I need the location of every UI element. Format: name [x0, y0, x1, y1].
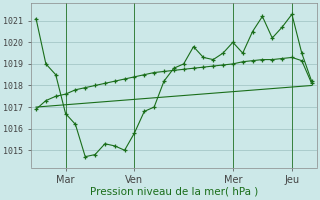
- X-axis label: Pression niveau de la mer( hPa ): Pression niveau de la mer( hPa ): [90, 187, 258, 197]
